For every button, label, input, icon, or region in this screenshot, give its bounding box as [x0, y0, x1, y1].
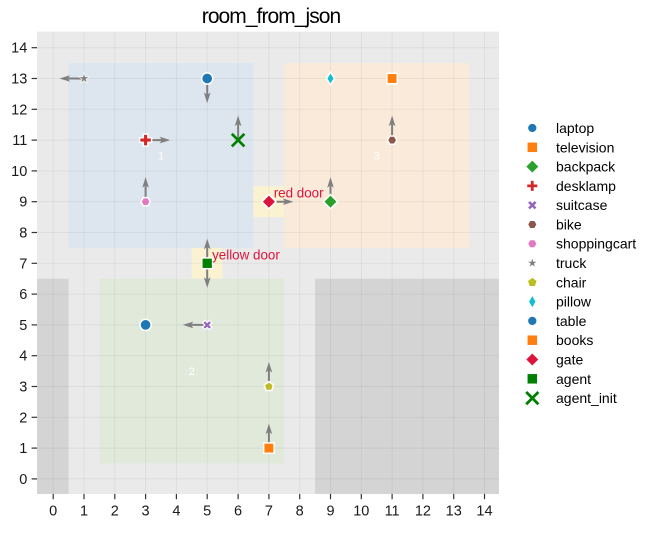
svg-text:5: 5	[19, 318, 27, 334]
svg-text:4: 4	[172, 504, 180, 520]
svg-text:13: 13	[11, 72, 27, 88]
svg-text:1: 1	[80, 504, 88, 520]
svg-text:desklamp: desklamp	[556, 178, 616, 194]
svg-text:yellow door: yellow door	[212, 247, 280, 262]
svg-text:shoppingcart: shoppingcart	[556, 236, 636, 252]
svg-text:laptop: laptop	[556, 120, 594, 136]
svg-text:backpack: backpack	[556, 159, 616, 175]
svg-text:1: 1	[19, 441, 27, 457]
svg-text:11: 11	[12, 133, 27, 149]
svg-text:9: 9	[326, 504, 334, 520]
svg-text:2: 2	[19, 410, 27, 426]
svg-text:chair: chair	[556, 274, 587, 290]
svg-text:6: 6	[19, 287, 27, 303]
svg-text:0: 0	[49, 504, 57, 520]
svg-text:11: 11	[385, 504, 400, 520]
svg-text:14: 14	[476, 504, 492, 520]
svg-text:9: 9	[19, 195, 27, 211]
svg-text:suitcase: suitcase	[556, 197, 608, 213]
svg-text:2: 2	[111, 504, 119, 520]
svg-text:bike: bike	[556, 216, 582, 232]
svg-text:truck: truck	[556, 255, 587, 271]
svg-text:agent: agent	[556, 371, 591, 387]
svg-text:gate: gate	[556, 352, 583, 368]
svg-text:table: table	[556, 313, 587, 329]
svg-text:3: 3	[374, 151, 380, 163]
svg-text:3: 3	[19, 380, 27, 396]
svg-text:5: 5	[203, 504, 211, 520]
svg-text:red door: red door	[274, 186, 324, 201]
svg-text:12: 12	[415, 504, 431, 520]
svg-text:12: 12	[11, 102, 27, 118]
svg-text:14: 14	[11, 41, 27, 57]
svg-text:13: 13	[446, 504, 462, 520]
svg-text:books: books	[556, 332, 593, 348]
svg-text:4: 4	[19, 349, 27, 365]
svg-text:television: television	[556, 139, 614, 155]
svg-text:7: 7	[265, 504, 273, 520]
svg-text:10: 10	[11, 164, 27, 180]
svg-text:pillow: pillow	[556, 294, 592, 310]
svg-text:8: 8	[296, 504, 304, 520]
svg-text:0: 0	[19, 472, 27, 488]
svg-text:agent_init: agent_init	[556, 390, 617, 406]
svg-text:1: 1	[158, 151, 164, 163]
svg-text:room_from_json: room_from_json	[202, 5, 341, 28]
svg-text:10: 10	[353, 504, 369, 520]
svg-text:8: 8	[19, 226, 27, 242]
svg-text:2: 2	[189, 366, 195, 378]
svg-text:7: 7	[19, 256, 27, 272]
svg-text:6: 6	[234, 504, 242, 520]
svg-text:3: 3	[142, 504, 150, 520]
